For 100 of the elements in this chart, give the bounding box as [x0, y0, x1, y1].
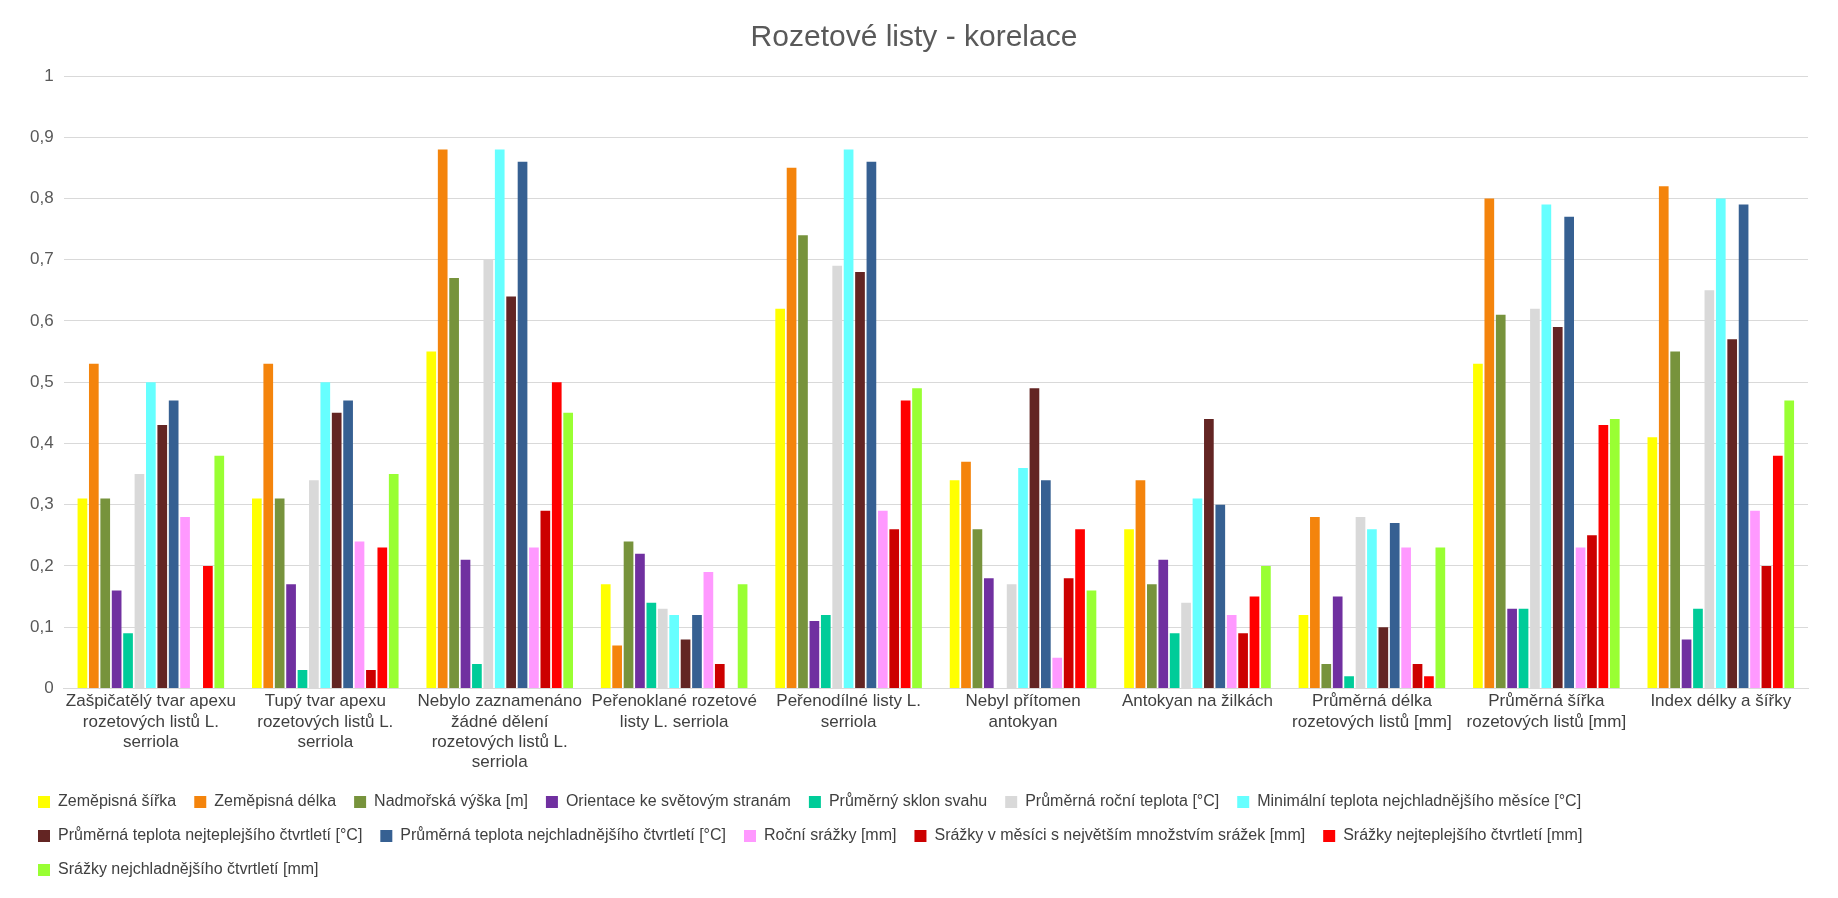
bar [1681, 639, 1692, 688]
bar [180, 516, 190, 688]
bar [1784, 400, 1795, 688]
bar [1670, 351, 1681, 688]
bar [437, 149, 448, 688]
bar [1192, 498, 1203, 688]
bar [1249, 596, 1260, 688]
bar [1124, 529, 1134, 688]
bar [623, 541, 634, 688]
bar [274, 498, 285, 688]
bar [1029, 388, 1040, 688]
bar [263, 363, 274, 688]
x-tick-label: Nebylo zaznamenáno žádné dělení rozetových listů L. serriola [417, 691, 582, 772]
bar [1598, 425, 1609, 688]
y-tick-label: 0,8 [29, 188, 54, 208]
bar [855, 271, 865, 688]
bar [494, 149, 505, 688]
legend-label: Minimální teplota nejchladnějšího měsíce [°C] [1257, 792, 1582, 810]
bar [669, 614, 680, 688]
chart-title: Rozetové listy - korelace [750, 19, 1078, 53]
y-tick-label: 0,4 [29, 433, 54, 453]
legend-label: Zeměpisná šířka [58, 792, 177, 810]
legend-label: Průměrná teplota nejteplejšího čtvrtletí [°C] [58, 826, 363, 844]
bar [1147, 584, 1157, 688]
bar [377, 547, 388, 688]
bar [646, 602, 657, 688]
bar [1658, 186, 1669, 688]
bar [1075, 529, 1085, 688]
bar [529, 547, 539, 688]
bar [1332, 596, 1343, 688]
bar [949, 480, 960, 688]
bar [146, 382, 156, 688]
bar [123, 633, 133, 688]
bar [506, 296, 516, 688]
bar [1772, 455, 1783, 688]
bar [889, 529, 900, 688]
bar [1238, 633, 1248, 688]
bar [1609, 418, 1620, 688]
bar [1086, 590, 1097, 688]
bar [1484, 198, 1495, 688]
bar [1261, 565, 1271, 688]
bar [1367, 529, 1377, 688]
bar [252, 498, 262, 688]
bar [1727, 339, 1738, 688]
bar [1389, 523, 1400, 688]
bar [111, 590, 122, 688]
bar [157, 425, 168, 688]
legend-label: Průměrná teplota nejchladnějšího čtvrtletí [°C] [400, 826, 726, 844]
bar [168, 400, 179, 688]
bar [449, 278, 459, 688]
bar [1018, 467, 1028, 688]
bar [388, 474, 399, 688]
x-tick-label: Index délky a šířky [1650, 691, 1792, 711]
bar [843, 149, 854, 688]
legend-label: Srážky nejchladnějšího čtvrtletí [mm] [58, 860, 319, 878]
bar [1226, 614, 1237, 688]
bar [972, 529, 983, 688]
bar [1473, 363, 1483, 688]
bar [983, 578, 994, 688]
bar [600, 584, 611, 688]
bar [1587, 535, 1597, 688]
bar [1495, 314, 1506, 688]
bar [1052, 657, 1063, 688]
y-tick-label: 0,6 [29, 310, 54, 330]
bar [343, 400, 353, 688]
bar [1135, 480, 1146, 688]
bar [1412, 663, 1423, 688]
bar [1215, 504, 1226, 688]
bar [961, 461, 971, 688]
bar [1518, 608, 1529, 688]
bar [1204, 418, 1214, 688]
bar [1738, 204, 1749, 688]
x-tick-label: Tupý tvar apexu rozetových listů L. serriola [257, 691, 394, 752]
bar [100, 498, 111, 688]
x-tick-label: Zašpičatělý tvar apexu rozetových listů L. serriola [65, 691, 236, 752]
bar [1647, 437, 1658, 688]
bar [866, 161, 877, 688]
bar [912, 388, 922, 688]
bar [786, 167, 797, 688]
x-tick-label: Antokyan na žilkách [1121, 691, 1274, 711]
bar [1575, 547, 1586, 688]
bar [714, 663, 725, 688]
y-tick-label: 0,9 [29, 126, 54, 146]
bar [635, 553, 645, 688]
legend-label: Průměrný sklon svahu [828, 792, 988, 810]
bar [1552, 327, 1563, 688]
bar [1310, 516, 1320, 688]
bar [426, 351, 437, 688]
bar [1564, 216, 1574, 688]
bar [472, 663, 482, 688]
bar [1541, 204, 1552, 688]
bar [320, 382, 331, 688]
bar [1063, 578, 1074, 688]
bar [1344, 676, 1354, 688]
bar [703, 572, 714, 688]
bar [775, 308, 786, 688]
bar [88, 363, 99, 688]
bar [692, 614, 702, 688]
bar [737, 584, 748, 688]
bar [1507, 608, 1517, 688]
